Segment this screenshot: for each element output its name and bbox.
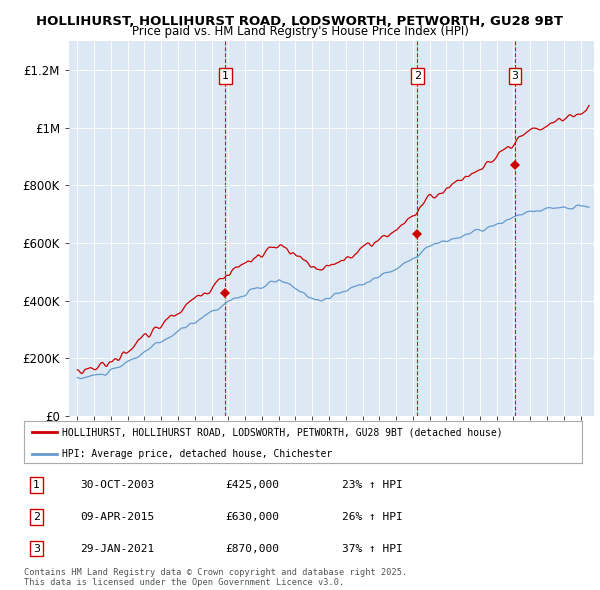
Text: £630,000: £630,000: [225, 512, 279, 522]
Text: 2: 2: [33, 512, 40, 522]
Text: 1: 1: [33, 480, 40, 490]
Text: 37% ↑ HPI: 37% ↑ HPI: [342, 543, 403, 553]
Text: 29-JAN-2021: 29-JAN-2021: [80, 543, 154, 553]
Text: 30-OCT-2003: 30-OCT-2003: [80, 480, 154, 490]
Text: 3: 3: [511, 71, 518, 81]
Text: 1: 1: [222, 71, 229, 81]
Text: Price paid vs. HM Land Registry's House Price Index (HPI): Price paid vs. HM Land Registry's House …: [131, 25, 469, 38]
Text: Contains HM Land Registry data © Crown copyright and database right 2025.
This d: Contains HM Land Registry data © Crown c…: [24, 568, 407, 587]
Text: HOLLIHURST, HOLLIHURST ROAD, LODSWORTH, PETWORTH, GU28 9BT (detached house): HOLLIHURST, HOLLIHURST ROAD, LODSWORTH, …: [62, 427, 503, 437]
Text: 09-APR-2015: 09-APR-2015: [80, 512, 154, 522]
Text: HPI: Average price, detached house, Chichester: HPI: Average price, detached house, Chic…: [62, 449, 332, 459]
Text: 3: 3: [33, 543, 40, 553]
Text: £870,000: £870,000: [225, 543, 279, 553]
Text: £425,000: £425,000: [225, 480, 279, 490]
Text: HOLLIHURST, HOLLIHURST ROAD, LODSWORTH, PETWORTH, GU28 9BT: HOLLIHURST, HOLLIHURST ROAD, LODSWORTH, …: [37, 15, 563, 28]
Text: 23% ↑ HPI: 23% ↑ HPI: [342, 480, 403, 490]
Text: 26% ↑ HPI: 26% ↑ HPI: [342, 512, 403, 522]
Text: 2: 2: [414, 71, 421, 81]
